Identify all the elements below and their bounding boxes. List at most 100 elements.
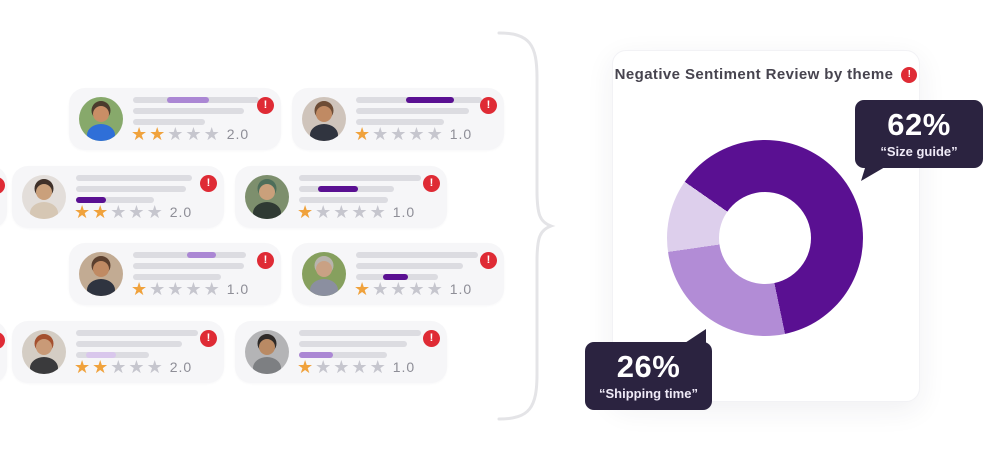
alert-icon: ! bbox=[200, 330, 217, 347]
skeleton-line bbox=[299, 341, 408, 347]
star-empty-icon: ★ bbox=[128, 357, 147, 377]
skeleton-line bbox=[133, 108, 244, 114]
star-empty-icon: ★ bbox=[128, 202, 147, 222]
star-empty-icon: ★ bbox=[351, 357, 370, 377]
star-empty-icon: ★ bbox=[315, 357, 334, 377]
star-empty-icon: ★ bbox=[408, 279, 427, 299]
theme-highlight-bar bbox=[86, 352, 117, 358]
star-filled-icon: ★ bbox=[149, 124, 168, 144]
star-filled-icon: ★ bbox=[92, 202, 111, 222]
review-card: ★ ★ ★ ★ ★ 1.0! bbox=[235, 166, 447, 228]
star-empty-icon: ★ bbox=[167, 124, 186, 144]
alert-icon: ! bbox=[0, 177, 5, 194]
skeleton-line bbox=[299, 175, 422, 181]
star-empty-icon: ★ bbox=[315, 202, 334, 222]
skeleton-line bbox=[356, 252, 479, 258]
skeleton-line bbox=[133, 252, 247, 258]
skeleton-line bbox=[299, 352, 388, 358]
avatar bbox=[22, 330, 66, 374]
theme-highlight-bar bbox=[187, 252, 216, 258]
star-empty-icon: ★ bbox=[167, 279, 186, 299]
alert-icon: ! bbox=[480, 97, 497, 114]
star-empty-icon: ★ bbox=[390, 279, 409, 299]
star-rating: ★ ★ ★ ★ ★ 2.0 bbox=[131, 123, 249, 145]
donut-hole bbox=[719, 192, 811, 284]
star-empty-icon: ★ bbox=[146, 357, 165, 377]
skeleton-line bbox=[133, 263, 244, 269]
star-empty-icon: ★ bbox=[390, 124, 409, 144]
curly-brace-icon bbox=[497, 31, 556, 421]
review-text-skeleton bbox=[76, 330, 202, 363]
star-filled-icon: ★ bbox=[297, 357, 316, 377]
alert-icon: ! bbox=[200, 175, 217, 192]
review-card: ★ ★ ★ ★ ★ 1.0! bbox=[292, 88, 504, 150]
callout-percent: 62% bbox=[887, 107, 951, 143]
star-rating: ★ ★ ★ ★ ★ 1.0 bbox=[297, 356, 415, 378]
star-empty-icon: ★ bbox=[333, 357, 352, 377]
skeleton-line bbox=[356, 274, 438, 280]
star-empty-icon: ★ bbox=[369, 202, 388, 222]
star-filled-icon: ★ bbox=[297, 202, 316, 222]
review-card-partial: ! bbox=[0, 166, 7, 228]
skeleton-line bbox=[356, 119, 445, 125]
rating-value: 1.0 bbox=[392, 359, 416, 375]
alert-icon: ! bbox=[480, 252, 497, 269]
rating-value: 1.0 bbox=[392, 204, 416, 220]
star-empty-icon: ★ bbox=[408, 124, 427, 144]
review-text-skeleton bbox=[356, 97, 482, 130]
star-empty-icon: ★ bbox=[203, 279, 222, 299]
chart-header: Negative Sentiment Review by theme ! bbox=[613, 66, 919, 83]
star-empty-icon: ★ bbox=[110, 202, 129, 222]
theme-highlight-bar bbox=[383, 274, 409, 280]
alert-icon: ! bbox=[423, 175, 440, 192]
star-filled-icon: ★ bbox=[74, 202, 93, 222]
alert-icon: ! bbox=[423, 330, 440, 347]
star-empty-icon: ★ bbox=[351, 202, 370, 222]
star-empty-icon: ★ bbox=[146, 202, 165, 222]
star-empty-icon: ★ bbox=[203, 124, 222, 144]
star-rating: ★ ★ ★ ★ ★ 2.0 bbox=[74, 356, 192, 378]
star-empty-icon: ★ bbox=[426, 124, 445, 144]
star-empty-icon: ★ bbox=[369, 357, 388, 377]
review-text-skeleton bbox=[76, 175, 202, 208]
star-rating: ★ ★ ★ ★ ★ 1.0 bbox=[131, 278, 249, 300]
review-card-partial: ! bbox=[0, 321, 7, 383]
alert-icon: ! bbox=[901, 66, 918, 83]
avatar bbox=[302, 97, 346, 141]
skeleton-line bbox=[299, 186, 394, 192]
review-card: ★ ★ ★ ★ ★ 1.0! bbox=[69, 243, 281, 305]
skeleton-line bbox=[133, 97, 259, 103]
callout-percent: 26% bbox=[616, 349, 681, 385]
theme-highlight-bar bbox=[167, 97, 209, 103]
rating-value: 1.0 bbox=[449, 281, 473, 297]
theme-highlight-bar bbox=[317, 186, 358, 192]
star-filled-icon: ★ bbox=[92, 357, 111, 377]
avatar bbox=[302, 252, 346, 296]
rating-value: 2.0 bbox=[169, 359, 193, 375]
callout-theme-label: “Size guide” bbox=[880, 143, 958, 159]
star-rating: ★ ★ ★ ★ ★ 1.0 bbox=[354, 278, 472, 300]
star-empty-icon: ★ bbox=[372, 279, 391, 299]
star-filled-icon: ★ bbox=[131, 279, 150, 299]
star-empty-icon: ★ bbox=[185, 279, 204, 299]
callout-size-guide: 62% “Size guide” bbox=[855, 100, 983, 181]
rating-value: 2.0 bbox=[226, 126, 250, 142]
skeleton-line bbox=[299, 197, 389, 203]
skeleton-line bbox=[356, 263, 464, 269]
star-empty-icon: ★ bbox=[426, 279, 445, 299]
skeleton-line bbox=[76, 330, 199, 336]
avatar bbox=[245, 330, 289, 374]
rating-value: 1.0 bbox=[226, 281, 250, 297]
star-empty-icon: ★ bbox=[372, 124, 391, 144]
skeleton-line bbox=[356, 108, 470, 114]
skeleton-line bbox=[356, 97, 482, 103]
star-rating: ★ ★ ★ ★ ★ 1.0 bbox=[354, 123, 472, 145]
callout-theme-label: “Shipping time” bbox=[599, 385, 698, 401]
star-filled-icon: ★ bbox=[74, 357, 93, 377]
rating-value: 2.0 bbox=[169, 204, 193, 220]
skeleton-line bbox=[133, 119, 205, 125]
star-rating: ★ ★ ★ ★ ★ 1.0 bbox=[297, 201, 415, 223]
review-text-skeleton bbox=[299, 330, 425, 363]
skeleton-line bbox=[76, 175, 192, 181]
avatar bbox=[79, 252, 123, 296]
